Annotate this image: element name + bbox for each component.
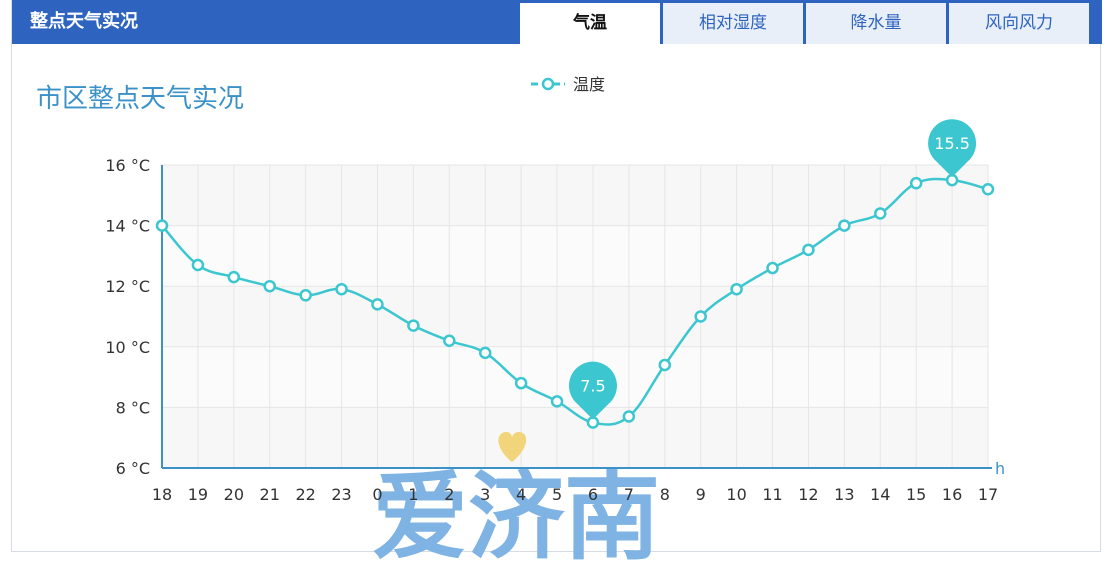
header-bar: 整点天气实况 气温 相对湿度 降水量 风向风力 [12, 0, 1102, 44]
data-point[interactable] [838, 219, 851, 232]
legend-label: 温度 [573, 75, 605, 94]
watermark: 爱济南 [372, 432, 660, 562]
x-tick-label: 10 [726, 485, 746, 504]
legend: 温度 [531, 75, 605, 94]
data-point[interactable] [299, 289, 312, 302]
tab-temperature[interactable]: 气温 [520, 3, 660, 44]
marker-pin: 7.5 [568, 361, 617, 420]
data-point[interactable] [443, 334, 456, 347]
tab-precipitation[interactable]: 降水量 [806, 3, 946, 44]
x-tick-label: 17 [978, 485, 998, 504]
header-title: 整点天气实况 [30, 11, 138, 32]
data-point[interactable] [694, 310, 707, 323]
y-tick-label: 16 °C [105, 156, 150, 175]
marker-pin-shape [568, 361, 617, 420]
marker-label: 15.5 [934, 134, 970, 153]
data-point[interactable] [263, 279, 276, 293]
data-point[interactable] [909, 176, 923, 190]
x-tick-label: 0 [372, 485, 382, 504]
plot-band [162, 165, 988, 226]
data-point[interactable] [227, 270, 241, 284]
plot-band [162, 286, 988, 347]
x-axis-unit: h [995, 459, 1005, 478]
tab-bar: 气温 相对湿度 降水量 风向风力 [520, 3, 1092, 44]
watermark-text: 爱济南 [372, 461, 660, 562]
x-tick-label: 12 [798, 485, 818, 504]
x-tick-label: 11 [762, 485, 782, 504]
x-tick-label: 2 [444, 485, 454, 504]
marker-pin-shape [928, 119, 977, 178]
x-tick-label: 21 [260, 485, 280, 504]
data-point[interactable] [550, 395, 564, 408]
marker-pin: 15.5 [928, 119, 977, 178]
plot-band [162, 225, 988, 287]
y-tick-label: 6 °C [116, 459, 150, 478]
data-point[interactable] [658, 358, 672, 372]
data-point[interactable] [802, 243, 815, 257]
x-tick-label: 16 [942, 485, 962, 504]
data-point[interactable] [191, 258, 205, 272]
data-point[interactable] [155, 219, 169, 232]
tab-humidity[interactable]: 相对湿度 [663, 3, 803, 44]
x-tick-label: 8 [660, 485, 670, 504]
data-point[interactable] [874, 207, 887, 220]
data-point[interactable] [766, 261, 779, 275]
legend-marker-icon [541, 77, 555, 91]
data-point[interactable] [371, 298, 384, 311]
data-point[interactable] [730, 282, 743, 296]
data-point[interactable] [478, 346, 492, 360]
tab-wind[interactable]: 风向风力 [949, 3, 1089, 44]
data-point[interactable] [407, 319, 420, 332]
x-tick-label: 5 [552, 485, 562, 504]
x-tick-label: 20 [224, 485, 244, 504]
x-tick-label: 22 [295, 485, 315, 504]
marker-label: 7.5 [580, 377, 605, 396]
x-tick-label: 23 [331, 485, 351, 504]
x-tick-label: 1 [408, 485, 418, 504]
data-point[interactable] [335, 282, 348, 296]
chart-subtitle: 市区整点天气实况 [36, 84, 245, 114]
y-tick-label: 12 °C [105, 277, 150, 296]
x-tick-label: 9 [696, 485, 706, 504]
x-tick-label: 13 [834, 485, 854, 504]
plot-band [162, 407, 988, 468]
x-tick-label: 6 [588, 485, 598, 504]
x-tick-label: 3 [480, 485, 490, 504]
y-tick-label: 14 °C [105, 217, 150, 236]
heart-icon [498, 432, 527, 462]
x-tick-label: 14 [870, 485, 890, 504]
data-point[interactable] [981, 182, 995, 196]
data-point[interactable] [622, 410, 636, 423]
data-point[interactable] [514, 376, 528, 390]
x-tick-label: 15 [906, 485, 926, 504]
x-tick-label: 7 [624, 485, 634, 504]
x-tick-label: 4 [516, 485, 526, 504]
x-tick-label: 19 [188, 485, 208, 504]
y-tick-label: 10 °C [105, 338, 150, 357]
x-tick-label: 18 [152, 485, 172, 504]
y-tick-label: 8 °C [116, 398, 150, 417]
